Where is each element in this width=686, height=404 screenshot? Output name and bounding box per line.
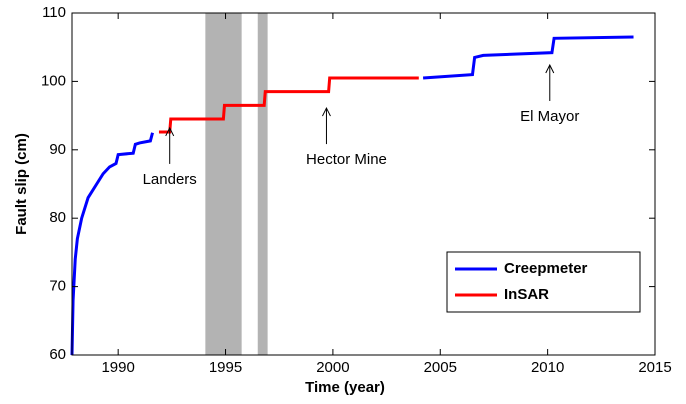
annotation-label: Landers [143, 171, 197, 188]
data-line [70, 35, 634, 356]
shaded-region [205, 13, 242, 355]
y-tick-label: 70 [49, 278, 66, 295]
y-tick-label: 80 [49, 209, 66, 226]
x-tick-label: 2015 [638, 359, 671, 376]
annotation-label: El Mayor [520, 108, 579, 125]
x-tick-label: 2000 [316, 359, 349, 376]
legend-label: InSAR [504, 286, 549, 303]
y-tick-label: 60 [49, 346, 66, 363]
legend-box [446, 251, 641, 313]
data-line [158, 76, 419, 134]
x-tick-label: 2005 [424, 359, 457, 376]
shaded-region [257, 13, 268, 355]
x-tick-label: 1995 [209, 359, 242, 376]
x-tick-label: 1990 [101, 359, 134, 376]
y-tick-label: 90 [49, 141, 66, 158]
y-tick-label: 100 [41, 72, 66, 89]
x-tick-label: 2010 [531, 359, 564, 376]
legend-label: Creepmeter [504, 260, 588, 277]
axes-box [71, 12, 656, 356]
annotation-label: Hector Mine [306, 151, 387, 168]
arrow-head [545, 63, 555, 74]
y-tick-label: 110 [42, 4, 66, 21]
arrow-head [165, 126, 175, 137]
x-axis-label: Time (year) [305, 379, 385, 396]
y-axis-label: Fault slip (cm) [13, 133, 30, 235]
arrow-head [322, 106, 331, 117]
